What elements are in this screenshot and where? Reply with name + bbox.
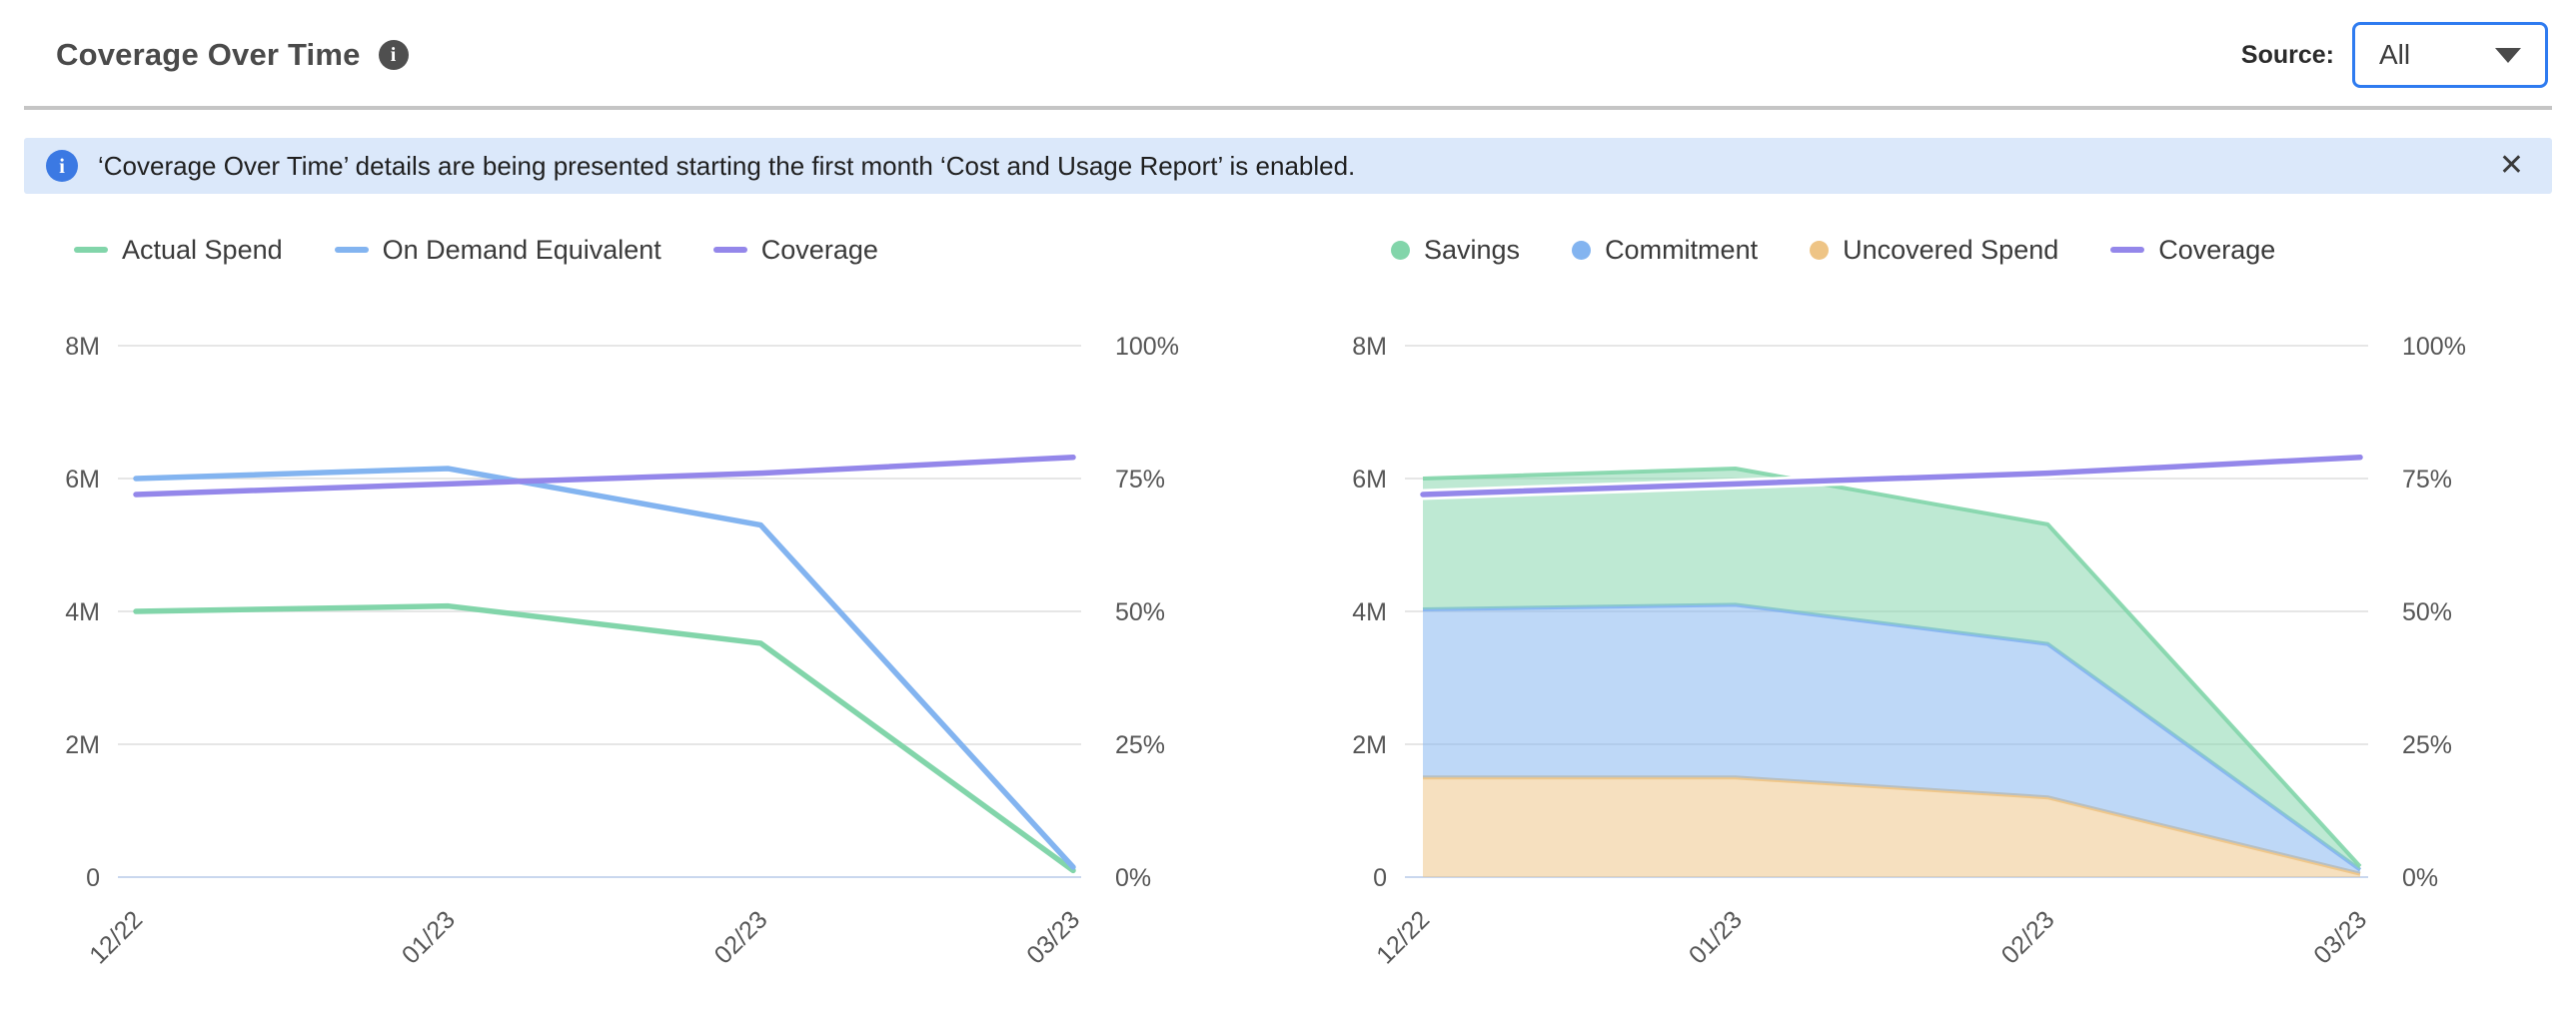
legend-label: Uncovered Spend [1843,234,2059,265]
legend-line-marker [74,247,108,253]
info-banner: i ‘Coverage Over Time’ details are being… [24,138,2552,194]
source-label: Source: [2240,40,2334,69]
y-axis-tick-left: 6M [1352,466,1387,494]
legend-item-on-demand-equivalent[interactable]: On Demand Equivalent [334,234,661,266]
y-axis-tick-right: 0% [2402,864,2438,892]
y-axis-tick-right: 25% [2402,731,2452,759]
y-axis-tick-right: 50% [2402,598,2452,626]
legend-line-marker [712,247,747,253]
line-actual-spend [133,602,1076,874]
page-title: Coverage Over Time [56,37,361,72]
y-axis-tick-left: 4M [1352,598,1387,626]
area-edge-savings [1422,467,2362,868]
legend-line-marker [2110,247,2145,253]
legend-item-commitment[interactable]: Commitment [1572,235,1758,266]
y-axis-tick-right: 25% [1115,731,1165,759]
source-control: Source: All [2241,22,2548,88]
legend-label: Coverage [760,234,878,265]
x-axis-tick: 12/22 [1371,905,1435,969]
legend-item-savings[interactable]: Savings [1391,235,1520,266]
y-axis-tick-right: 50% [1115,598,1165,626]
banner-text: ‘Coverage Over Time’ details are being p… [98,150,1356,181]
y-axis-tick-right: 100% [2402,333,2466,361]
legend-line-marker [334,247,369,253]
x-axis-tick: 03/23 [2308,905,2372,969]
line-coverage [133,454,1076,498]
legend-label: Actual Spend [122,234,283,265]
legend-circle-marker [1572,240,1592,260]
area-uncovered-spend [1423,777,2360,877]
y-axis-tick-left: 4M [65,598,100,626]
legend-circle-marker [1391,240,1410,260]
source-selected-value: All [2379,39,2411,70]
legend-item-uncovered-spend[interactable]: Uncovered Spend [1810,235,2058,266]
coverage-area-chart-panel: Savings Commitment Uncovered Spend Cover… [1311,228,2552,991]
y-axis-tick-left: 2M [1352,731,1387,759]
banner-info-icon: i [46,150,78,182]
header: Coverage Over Time i Source: All [0,0,2576,106]
legend-label: Savings [1424,234,1521,265]
legend-item-actual-spend[interactable]: Actual Spend [74,235,283,266]
banner-close-button[interactable]: ✕ [2498,149,2524,182]
y-axis-tick-right: 100% [1115,333,1179,361]
legend-label: Commitment [1605,234,1759,265]
legend-circle-marker [1810,240,1830,260]
x-axis-tick: 02/23 [709,905,773,969]
x-axis-tick: 01/23 [397,905,461,969]
y-axis-tick-left: 6M [65,466,100,494]
y-axis-tick-left: 8M [1352,333,1387,361]
line-coverage [1420,454,2363,498]
chevron-down-icon [2495,47,2521,63]
x-axis-tick: 01/23 [1684,905,1748,969]
info-icon[interactable]: i [378,40,409,70]
coverage-line-chart[interactable]: 0 0% 2M 25% 4M 50% 6M 75% 8M 100% 12/22 01/23 02/23 0… [24,284,1265,991]
y-axis-tick-left: 2M [65,731,100,759]
legend-label: On Demand Equivalent [382,234,661,265]
y-axis-tick-left: 0 [1373,864,1387,892]
y-axis-tick-left: 0 [86,864,100,892]
area-commitment [1423,604,2360,874]
y-axis-tick-right: 75% [1115,466,1165,494]
x-axis-tick: 12/22 [84,905,148,969]
source-select[interactable]: All [2352,22,2548,88]
y-axis-tick-left: 8M [65,333,100,361]
coverage-stacked-area-chart[interactable]: 0 0% 2M 25% 4M 50% 6M 75% 8M 100% 12/22 01/23 02/23 0… [1311,284,2552,991]
x-axis-tick: 03/23 [1021,905,1085,969]
charts-row: Actual Spend On Demand Equivalent Covera… [0,228,2576,991]
line-on-demand-equivalent [133,466,1076,870]
y-axis-tick-right: 0% [1115,864,1151,892]
legend-label: Coverage [2158,234,2276,265]
spend-line-chart-panel: Actual Spend On Demand Equivalent Covera… [24,228,1265,991]
area-chart-legend: Savings Commitment Uncovered Spend Cover… [1311,228,2552,272]
legend-item-coverage[interactable]: Coverage [712,234,878,266]
line-chart-legend: Actual Spend On Demand Equivalent Covera… [24,228,1265,272]
y-axis-tick-right: 75% [2402,466,2452,494]
legend-item-coverage[interactable]: Coverage [2110,235,2275,266]
header-divider [24,106,2552,110]
x-axis-tick: 02/23 [1996,905,2060,969]
area-savings [1423,469,2360,870]
